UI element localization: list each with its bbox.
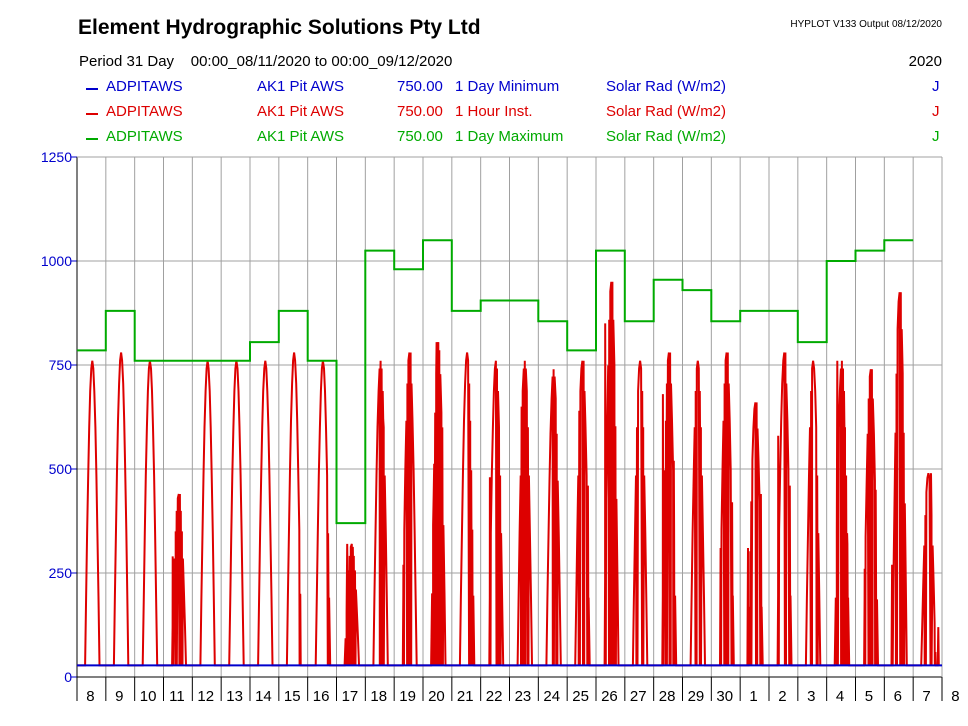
legend-code: 750.00 [397, 103, 443, 120]
x-tick-label: 3 [807, 688, 815, 705]
y-tick-label: 0 [64, 669, 72, 685]
x-tick-label: 14 [255, 688, 272, 705]
hyplot-version: HYPLOT V133 Output 08/12/2020 [790, 19, 942, 30]
x-tick-label: 18 [370, 688, 387, 705]
x-tick-label: 16 [313, 688, 330, 705]
y-tick-label: 250 [49, 565, 73, 581]
legend-station: AK1 Pit AWS [257, 78, 344, 95]
legend-flag: J [932, 128, 940, 145]
x-tick-label: 5 [865, 688, 873, 705]
y-tick-label: 1250 [41, 149, 72, 165]
period-range: 00:00_08/11/2020 to 00:00_09/12/2020 [190, 53, 453, 70]
y-tick-label: 500 [49, 461, 73, 477]
series-1day-maximum [77, 239, 914, 525]
legend-param: Solar Rad (W/m2) [606, 103, 727, 120]
x-tick-label: 4 [836, 688, 844, 705]
x-tick-label: 15 [284, 688, 301, 705]
x-tick-label: 12 [197, 688, 214, 705]
legend-flag: J [932, 78, 940, 95]
x-tick-label: 2 [778, 688, 786, 705]
legend-station: AK1 Pit AWS [257, 103, 344, 120]
y-tick-label: 1000 [41, 253, 72, 269]
series-1hour-inst [77, 281, 940, 667]
x-tick-label: 25 [572, 688, 589, 705]
x-tick-label: 19 [399, 688, 416, 705]
y-tick-label: 750 [49, 357, 73, 373]
legend-stat: 1 Day Minimum [455, 78, 560, 95]
year-label: 2020 [908, 53, 942, 70]
x-tick-label: 6 [894, 688, 902, 705]
legend-site: ADPITAWS [106, 78, 183, 95]
x-tick-label: 30 [716, 688, 733, 705]
x-tick-label: 23 [515, 688, 532, 705]
legend-stat: 1 Day Maximum [455, 128, 564, 145]
chart-title: Element Hydrographic Solutions Pty Ltd [78, 16, 481, 39]
legend-station: AK1 Pit AWS [257, 128, 344, 145]
x-tick-label: 27 [630, 688, 647, 705]
legend-stat: 1 Hour Inst. [455, 103, 533, 120]
x-tick-label: 29 [688, 688, 705, 705]
x-tick-label: 20 [428, 688, 445, 705]
x-tick-label: 8 [86, 688, 94, 705]
x-tick-label: 9 [115, 688, 123, 705]
x-tick-label: 11 [169, 688, 185, 705]
legend-site: ADPITAWS [106, 103, 183, 120]
legend-swatch [86, 113, 98, 115]
legend-code: 750.00 [397, 128, 443, 145]
legend-param: Solar Rad (W/m2) [606, 128, 727, 145]
x-tick-label: 13 [226, 688, 243, 705]
period-label: Period 31 Day [79, 53, 175, 70]
legend-swatch [86, 138, 98, 140]
x-tick-label: 24 [543, 688, 560, 705]
x-tick-label: 21 [457, 688, 474, 705]
legend-param: Solar Rad (W/m2) [606, 78, 727, 95]
x-tick-label: 10 [140, 688, 157, 705]
legend-swatch [86, 88, 98, 90]
legend-code: 750.00 [397, 78, 443, 95]
x-tick-label: 17 [342, 688, 359, 705]
legend-flag: J [932, 103, 940, 120]
x-tick-label: 22 [486, 688, 503, 705]
period-text: Period 31 Day 00:00_08/11/2020 to 00:00_… [79, 53, 452, 70]
x-tick-label: 8 [951, 688, 959, 705]
x-tick-label: 26 [601, 688, 618, 705]
x-tick-label: 1 [749, 688, 757, 705]
x-tick-label: 7 [922, 688, 930, 705]
legend-site: ADPITAWS [106, 128, 183, 145]
x-tick-label: 28 [659, 688, 676, 705]
